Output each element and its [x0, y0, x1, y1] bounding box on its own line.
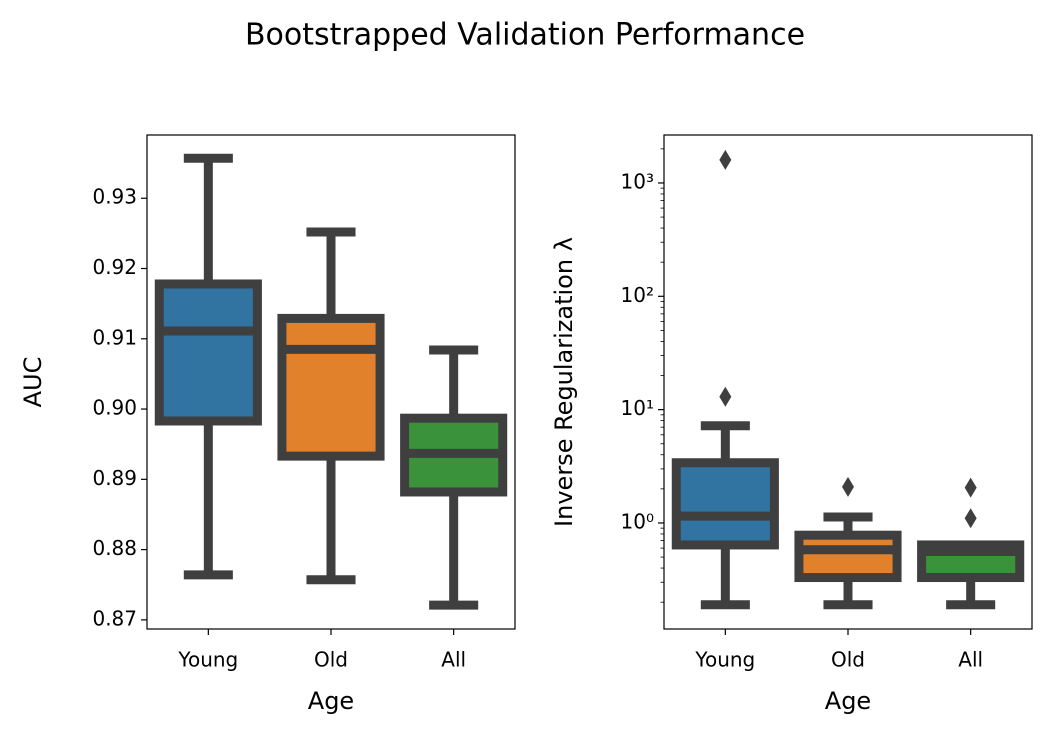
y-tick-label: 0.87	[92, 606, 137, 630]
x-tick-label: All	[958, 648, 983, 672]
figure-title: Bootstrapped Validation Performance	[245, 18, 805, 53]
outlier	[964, 508, 977, 529]
y-tick-label: 10³	[621, 169, 654, 193]
outlier	[842, 476, 854, 497]
y-tick-label: 0.88	[92, 536, 137, 560]
x-axis-label: Age	[825, 687, 871, 715]
box	[154, 279, 262, 426]
box	[277, 313, 385, 461]
box	[794, 530, 902, 583]
y-axis-label: AUC	[19, 357, 47, 408]
y-tick-label: 0.91	[92, 325, 137, 349]
y-tick-label: 10²	[621, 283, 654, 307]
y-axis-label: Inverse Regularization λ	[550, 237, 578, 527]
y-tick-label: 10¹	[621, 396, 654, 420]
box	[671, 458, 779, 550]
x-tick-label: Old	[314, 648, 348, 672]
y-tick-label: 10⁰	[621, 509, 654, 533]
x-tick-label: All	[441, 648, 466, 672]
y-tick-label: 0.92	[92, 255, 137, 279]
y-tick-label: 0.93	[92, 185, 137, 209]
x-tick-label: Young	[694, 648, 755, 672]
x-axis-label: Age	[308, 687, 354, 715]
outlier	[719, 386, 732, 407]
y-tick-label: 0.89	[92, 466, 137, 490]
x-tick-label: Old	[831, 648, 865, 672]
axes-frame	[663, 134, 1033, 630]
outlier	[964, 477, 977, 498]
x-tick-label: Young	[177, 648, 238, 672]
outlier	[719, 149, 732, 170]
y-tick-label: 0.90	[92, 396, 137, 420]
axes-frame	[146, 134, 516, 630]
